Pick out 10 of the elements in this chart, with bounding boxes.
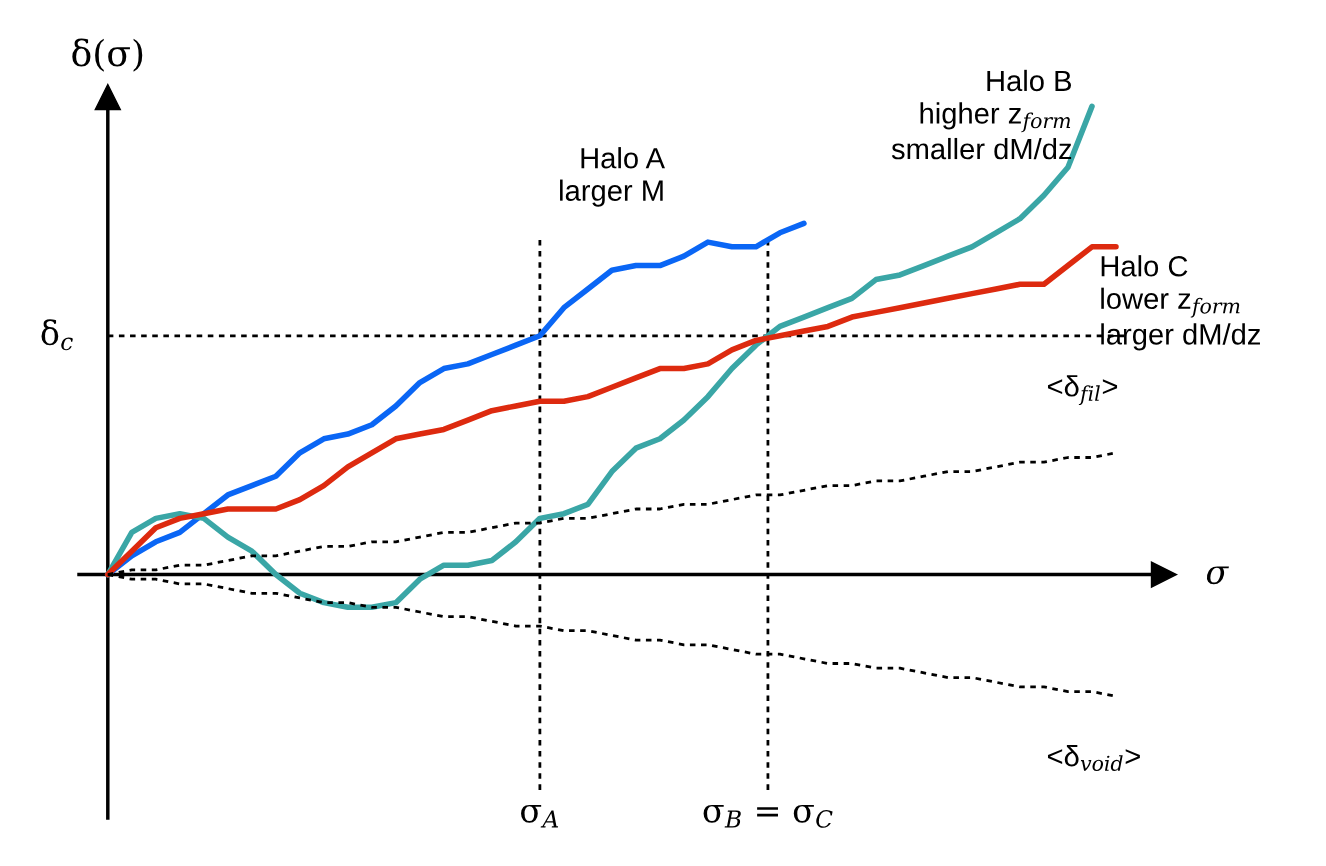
series-label: Halo B higher z$_{form}$ smaller dM/dz	[891, 69, 1072, 160]
text: σ$_{B}$ = σ$_{C}$	[703, 804, 833, 828]
text: σ$_{A}$	[521, 804, 559, 828]
series-label: <δ$_{fil}$>	[1047, 375, 1118, 406]
series-label: Halo C lower z$_{form}$ larger dM/dz	[1101, 255, 1260, 351]
y-axis-title: δ(σ)	[72, 38, 143, 72]
x-axis-title: σ	[1206, 566, 1229, 585]
ref-line-label: δ$_{c}$	[41, 319, 73, 351]
series-label: <δ$_{void}$>	[1047, 745, 1140, 771]
series-label: Halo A larger M	[560, 147, 665, 207]
